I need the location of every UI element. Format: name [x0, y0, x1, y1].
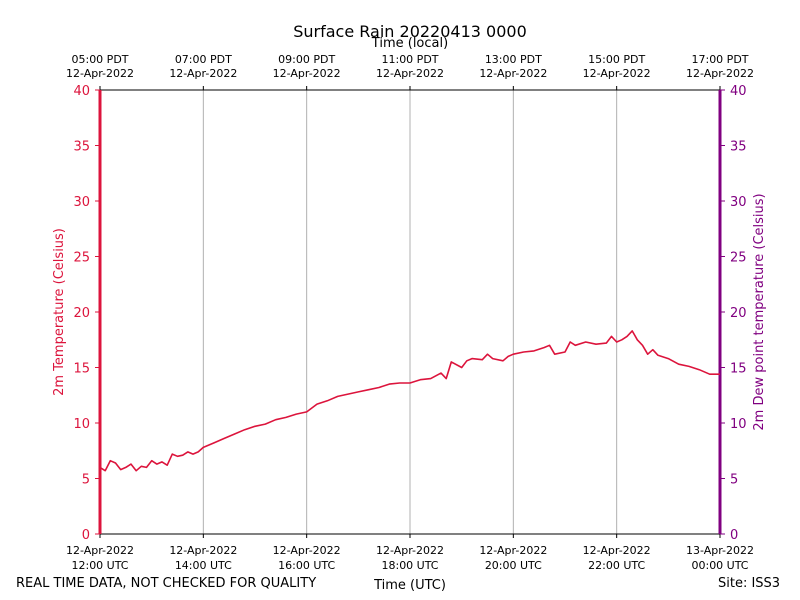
chart-title: Surface Rain 20220413 0000: [293, 22, 527, 41]
left-tick-label: 10: [73, 417, 90, 432]
top-tick-date: 12-Apr-2022: [273, 67, 341, 80]
y-axis-label-left: 2m Temperature (Celsius): [52, 228, 67, 396]
y-axis-label-right: 2m Dew point temperature (Celsius): [752, 193, 767, 430]
right-tick-label: 0: [730, 528, 738, 543]
top-tick-date: 12-Apr-2022: [686, 67, 754, 80]
top-tick-time: 09:00 PDT: [278, 53, 335, 66]
top-tick-time: 11:00 PDT: [381, 53, 438, 66]
bottom-tick-date: 12-Apr-2022: [66, 544, 134, 557]
bottom-tick-date: 12-Apr-2022: [376, 544, 444, 557]
left-tick-label: 25: [73, 251, 90, 266]
top-tick-date: 12-Apr-2022: [66, 67, 134, 80]
bottom-tick-time: 14:00 UTC: [175, 559, 232, 572]
bottom-tick-time: 22:00 UTC: [588, 559, 645, 572]
x-axis-label: Time (UTC): [373, 578, 446, 593]
top-tick-date: 12-Apr-2022: [583, 67, 651, 80]
bottom-tick-date: 12-Apr-2022: [479, 544, 547, 557]
bottom-tick-time: 18:00 UTC: [381, 559, 438, 572]
left-tick-label: 0: [82, 528, 90, 543]
left-tick-label: 20: [73, 306, 90, 321]
right-tick-label: 35: [730, 140, 747, 155]
left-tick-label: 40: [73, 84, 90, 99]
top-tick-time: 07:00 PDT: [175, 53, 232, 66]
top-tick-time: 17:00 PDT: [691, 53, 748, 66]
left-tick-label: 15: [73, 362, 90, 377]
left-tick-label: 30: [73, 195, 90, 210]
left-tick-label: 35: [73, 140, 90, 155]
bottom-tick-time: 20:00 UTC: [485, 559, 542, 572]
bottom-tick-date: 13-Apr-2022: [686, 544, 754, 557]
top-tick-time: 05:00 PDT: [71, 53, 128, 66]
series-group: [99, 330, 720, 472]
temperature-series-line: [99, 330, 720, 472]
bottom-tick-time: 12:00 UTC: [71, 559, 128, 572]
top-tick-time: 15:00 PDT: [588, 53, 645, 66]
top-tick-time: 13:00 PDT: [485, 53, 542, 66]
right-tick-label: 10: [730, 417, 747, 432]
right-tick-label: 5: [730, 473, 738, 488]
right-tick-label: 25: [730, 251, 747, 266]
grid-lines: [202, 90, 618, 534]
bottom-tick-date: 12-Apr-2022: [583, 544, 651, 557]
bottom-tick-time: 00:00 UTC: [691, 559, 748, 572]
bottom-tick-time: 16:00 UTC: [278, 559, 335, 572]
site-label: Site: ISS3: [718, 576, 781, 591]
left-tick-label: 5: [82, 473, 90, 488]
bottom-tick-date: 12-Apr-2022: [273, 544, 341, 557]
right-tick-label: 20: [730, 306, 747, 321]
right-tick-label: 15: [730, 362, 747, 377]
top-tick-date: 12-Apr-2022: [169, 67, 237, 80]
quality-disclaimer: REAL TIME DATA, NOT CHECKED FOR QUALITY: [16, 576, 317, 591]
right-tick-label: 30: [730, 195, 747, 210]
top-tick-date: 12-Apr-2022: [376, 67, 444, 80]
top-axis-label: Time (local): [371, 36, 448, 51]
top-tick-date: 12-Apr-2022: [479, 67, 547, 80]
bottom-tick-date: 12-Apr-2022: [169, 544, 237, 557]
right-tick-label: 40: [730, 84, 747, 99]
